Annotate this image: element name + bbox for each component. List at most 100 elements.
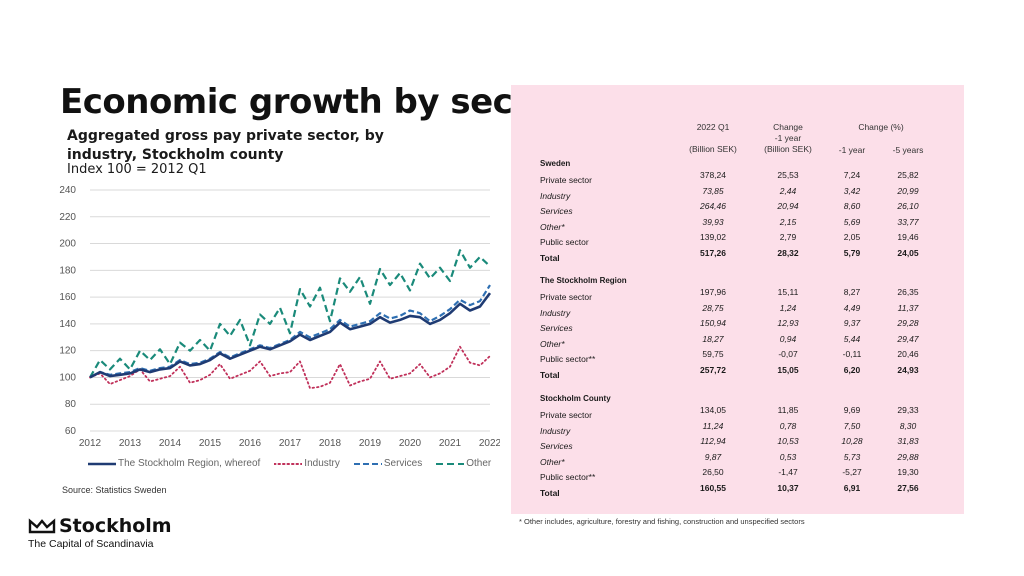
table-cell: 25,82 [897,170,919,180]
series-line-region [89,292,492,379]
stockholm-logo: Stockholm The Capital of Scandinavia [28,515,172,550]
logo-tagline: The Capital of Scandinavia [28,538,154,550]
table-cell: 11,85 [777,405,799,415]
table-cell: 11,37 [897,302,919,313]
table-cell: -5,27 [842,467,862,478]
table-cell: 20,94 [777,201,799,212]
y-tick-label: 80 [65,399,77,410]
table-cell: 7,24 [843,170,861,180]
table-cell: 9,69 [843,405,861,415]
col-header-change-pct: Change (%) [858,122,904,132]
y-tick-label: 160 [59,292,76,303]
y-tick-label: 100 [59,372,76,383]
legend-label-services: Services [383,458,423,469]
legend-label-industry: Industry [304,458,340,469]
table-cell: 1,24 [779,302,797,313]
col-header-change-sub: -1 year [774,133,802,143]
table-cell: 0,53 [779,451,797,462]
table-row-label: Industry [540,307,571,318]
table-row-label: Public sector** [540,472,596,483]
table-row-label: Private sector [540,175,592,185]
x-tick-label: 2020 [399,438,422,449]
table-section-title: Stockholm County [540,394,611,403]
table-cell: -1,47 [778,467,798,478]
table-cell: 73,85 [702,185,724,196]
legend-item-other: Other [436,458,491,469]
series-line-industry [89,345,491,390]
table-cell: 2,79 [779,232,797,243]
x-tick-label: 2019 [359,438,382,449]
table-row-label: Public sector [540,237,589,248]
logo-wordmark: Stockholm [59,515,172,537]
table-row-label: Services [540,323,573,334]
x-tick-label: 2012 [79,438,102,449]
table-cell: 2,15 [779,216,797,227]
chart-legend: The Stockholm Region, whereof Industry S… [88,458,505,469]
table-section-title: The Stockholm Region [540,276,627,285]
table-cell: 10,53 [777,436,799,447]
table-cell: 39,93 [702,216,724,227]
table-cell: 31,83 [897,436,919,447]
table-cell: 25,53 [777,170,799,180]
source-note: Source: Statistics Sweden [62,485,167,495]
table-cell: 29,47 [897,333,919,344]
table-row-label: Private sector [540,292,592,302]
table-row-label: Total [540,488,560,498]
legend-item-industry: Industry [274,458,340,469]
table-cell: 24,05 [897,248,919,258]
y-tick-label: 200 [59,239,76,250]
x-tick-label: 2018 [319,438,342,449]
table-cell: 517,26 [700,248,726,258]
table-cell: 4,49 [843,302,861,313]
table-cell: 5,69 [843,216,861,227]
page-title: Economic growth by sector [60,82,568,122]
x-tick-label: 2022 [479,438,500,449]
y-tick-label: 240 [59,185,76,196]
table-cell: 2,44 [779,185,797,196]
table-cell: 134,05 [700,405,726,415]
table-cell: 10,37 [777,483,799,493]
table-cell: 9,87 [704,451,722,462]
table-cell: 29,88 [897,451,919,462]
table-cell: 33,77 [897,216,919,227]
table-cell: 27,56 [897,483,919,493]
table-cell: 8,60 [843,201,861,212]
table-cell: 20,46 [897,349,919,360]
table-row-label: Other* [540,221,565,232]
table-cell: 10,28 [841,436,863,447]
table-cell: 5,79 [843,248,861,258]
x-tick-label: 2021 [439,438,462,449]
table-cell: 28,75 [702,302,724,313]
x-tick-label: 2015 [199,438,222,449]
table-cell: 26,10 [897,201,919,212]
col-header-change: Change [773,122,803,132]
legend-label-region: The Stockholm Region, whereof [118,458,261,469]
line-chart: 60 80 100 120 140 160 180 200 220 240 2012 2013 2014… [59,185,500,449]
table-cell: 3,42 [843,185,861,196]
x-tick-label: 2016 [239,438,262,449]
table-row-label: Services [540,206,573,217]
legend-label-other: Other [466,458,492,469]
table-cell: 8,27 [843,287,861,297]
table-row-label: Other* [540,456,565,467]
table-cell: 139,02 [700,232,726,243]
table-cell: 59,75 [702,349,724,360]
table-cell: 15,05 [777,365,799,375]
legend-swatch-region [88,462,116,465]
table-row-label: Services [540,441,573,452]
legend-item-services: Services [353,458,423,469]
table-cell: 8,30 [899,420,917,431]
table-cell: 5,44 [843,333,861,344]
chart-subtitle: Aggregated gross pay private sector, by … [67,128,384,163]
legend-item-region: The Stockholm Region, whereof [88,458,260,469]
table-row-label: Industry [540,425,571,436]
table-cell: 19,30 [897,467,919,478]
table-cell: 29,33 [897,405,919,415]
table-cell: 112,94 [700,436,726,447]
data-table-panel: 2022 Q1 (Billion SEK) Change -1 year (Bi… [511,85,964,514]
x-tick-label: 2017 [279,438,302,449]
table-cell: 9,37 [843,318,861,329]
x-tick-label: 2013 [119,438,142,449]
table-cell: 6,20 [843,365,861,375]
table-cell: 20,99 [897,185,919,196]
